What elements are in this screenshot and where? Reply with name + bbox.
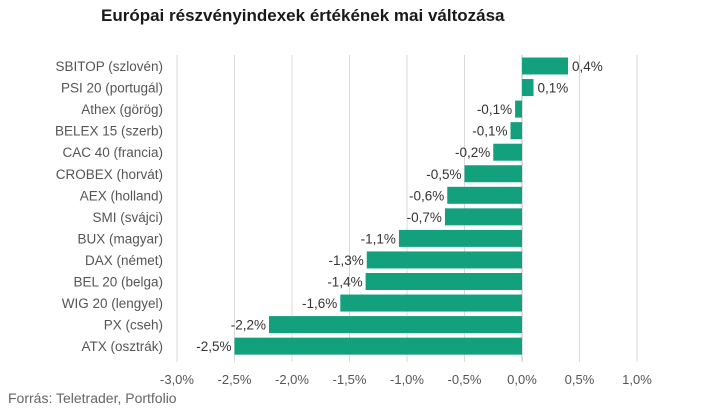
- value-label: -0,5%: [426, 167, 461, 182]
- category-label: Athex (görög): [81, 102, 163, 117]
- x-tick-label: -0,5%: [448, 372, 482, 387]
- bars: [234, 57, 568, 355]
- bar: [444, 208, 522, 226]
- value-label: -0,6%: [409, 188, 444, 203]
- value-label: -1,6%: [302, 296, 337, 311]
- bar: [366, 251, 522, 269]
- bar: [365, 273, 522, 290]
- category-label: CROBEX (horvát): [56, 167, 163, 182]
- value-label: -0,7%: [407, 210, 442, 225]
- bar: [493, 143, 522, 161]
- value-label: -2,5%: [196, 339, 231, 354]
- bar: [522, 79, 534, 97]
- x-tick-label: -1,0%: [390, 372, 424, 387]
- value-label: -0,1%: [472, 124, 507, 139]
- value-label: 0,1%: [538, 81, 569, 96]
- labels: -3,0% -2,5% -2,0% -1,5% -1,0% -0,5% 0,0% 0,5% 1,…: [55, 59, 652, 387]
- x-tick-label: -2,0%: [275, 372, 309, 387]
- value-label: -1,1%: [361, 231, 396, 246]
- category-label: DAX (német): [85, 253, 163, 268]
- category-label: BUX (magyar): [77, 231, 163, 246]
- bar: [464, 165, 522, 183]
- category-label: PX (cseh): [104, 318, 163, 333]
- chart-title: Európai részvényindexek értékének mai vá…: [101, 6, 505, 25]
- x-tick-label: 1,0%: [622, 372, 652, 387]
- value-label: 0,4%: [572, 59, 603, 74]
- x-tick-label: -3,0%: [160, 372, 194, 387]
- value-label: -2,2%: [231, 318, 266, 333]
- category-label: BELEX 15 (szerb): [55, 124, 163, 139]
- x-tick-label: 0,5%: [565, 372, 595, 387]
- source-note: Forrás: Teletrader, Portfolio: [8, 390, 177, 406]
- category-label: PSI 20 (portugál): [61, 81, 163, 96]
- bar: [522, 57, 568, 75]
- grid-lines: [176, 55, 638, 362]
- category-label: WIG 20 (lengyel): [62, 296, 163, 311]
- value-label: -0,1%: [477, 102, 512, 117]
- value-label: -1,3%: [328, 253, 363, 268]
- x-tick-label: -1,5%: [333, 372, 367, 387]
- bar: [515, 100, 522, 118]
- category-label: BEL 20 (belga): [73, 275, 163, 290]
- category-label: SMI (svájci): [93, 210, 164, 225]
- bar: [234, 337, 522, 355]
- x-tick-label: -2,5%: [218, 372, 252, 387]
- value-label: -0,2%: [455, 145, 490, 160]
- bar: [340, 294, 522, 312]
- bar: [269, 316, 522, 334]
- value-label: -1,4%: [327, 275, 362, 290]
- bar: [510, 122, 522, 140]
- category-label: CAC 40 (francia): [62, 145, 163, 160]
- category-label: ATX (osztrák): [81, 339, 163, 354]
- category-label: SBITOP (szlovén): [55, 59, 163, 74]
- category-label: AEX (holland): [80, 188, 163, 203]
- x-tick-label: 0,0%: [507, 372, 537, 387]
- bar: [398, 229, 522, 247]
- bar: [447, 186, 522, 204]
